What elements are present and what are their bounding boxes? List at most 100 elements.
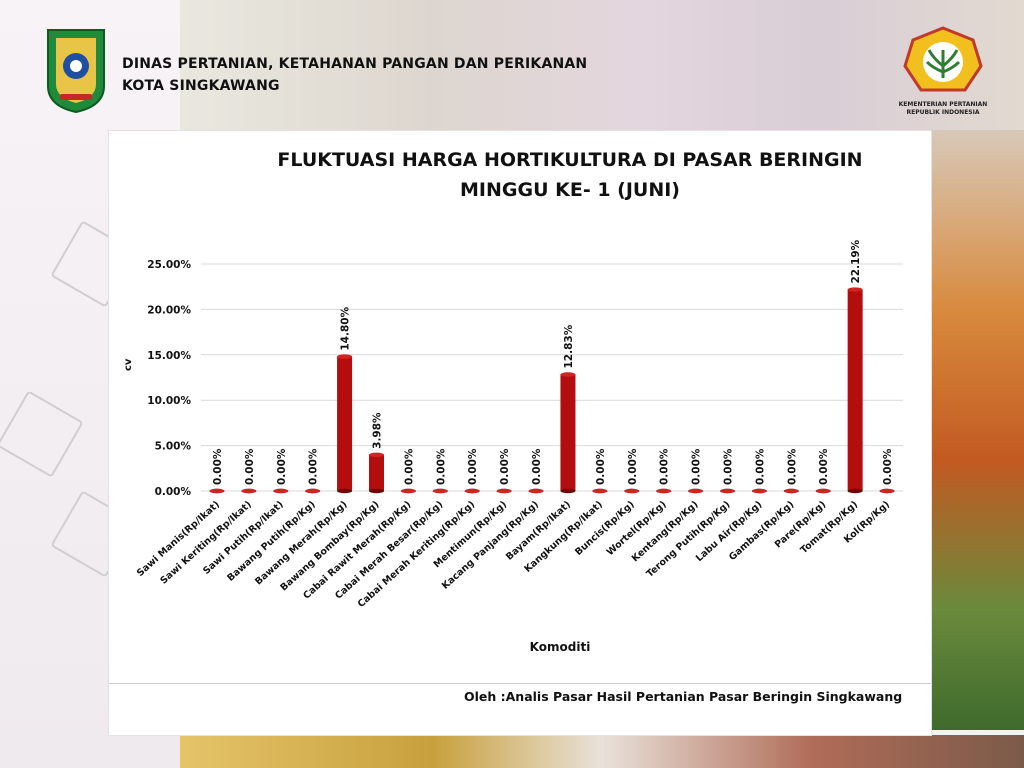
bar xyxy=(783,488,799,494)
bar-top xyxy=(209,488,225,494)
background-vegetable-photo-bottom xyxy=(180,735,1024,768)
bar-top xyxy=(400,488,416,494)
chart-card: FLUKTUASI HARGA HORTIKULTURA DI PASAR BE… xyxy=(108,130,932,736)
data-label: 0.00% xyxy=(308,448,320,485)
bar xyxy=(464,488,480,494)
data-label: 0.00% xyxy=(467,448,479,485)
data-label: 0.00% xyxy=(435,448,447,485)
y-tick-label: 20.00% xyxy=(147,304,191,316)
bar-top xyxy=(305,488,321,494)
chart-title-line1: FLUKTUASI HARGA HORTIKULTURA DI PASAR BE… xyxy=(277,149,863,171)
bar-top xyxy=(720,488,735,494)
ministry-of-agriculture-logo xyxy=(903,26,983,92)
data-label: 0.00% xyxy=(659,448,671,485)
data-label: 0.00% xyxy=(212,448,224,485)
data-label: 0.00% xyxy=(276,448,288,485)
data-label: 0.00% xyxy=(627,448,639,485)
bar xyxy=(560,372,576,494)
bar-top xyxy=(496,488,512,494)
ministry-name-line1: KEMENTERIAN PERTANIAN xyxy=(898,101,988,108)
data-label: 0.00% xyxy=(403,448,415,485)
bar xyxy=(496,488,512,494)
data-label: 0.00% xyxy=(786,448,798,485)
bar-top xyxy=(688,488,704,494)
data-label: 0.00% xyxy=(818,448,830,485)
bar xyxy=(688,488,704,494)
bar xyxy=(879,488,895,494)
bar xyxy=(592,488,608,494)
x-tick-label: Tomat(Rp/Kg) xyxy=(799,499,861,556)
data-label: 0.00% xyxy=(531,448,543,485)
bar-top xyxy=(560,372,576,377)
bar xyxy=(369,452,384,494)
y-tick-label: 5.00% xyxy=(155,441,192,453)
ministry-name: KEMENTERIAN PERTANIAN REPUBLIK INDONESIA xyxy=(880,101,1006,117)
data-label: 12.83% xyxy=(563,324,575,368)
bar-top xyxy=(528,488,544,494)
bar xyxy=(624,488,640,494)
bar xyxy=(337,354,353,494)
bar xyxy=(847,287,863,494)
data-label: 22.19% xyxy=(850,239,862,283)
bar xyxy=(528,488,544,494)
bar xyxy=(720,488,735,494)
data-label: 3.98% xyxy=(372,412,384,449)
y-tick-label: 0.00% xyxy=(155,486,192,498)
data-label: 0.00% xyxy=(882,448,894,485)
y-tick-label: 25.00% xyxy=(147,259,191,271)
bar-top xyxy=(656,488,672,494)
bar xyxy=(815,488,831,494)
ministry-name-line2: REPUBLIK INDONESIA xyxy=(906,109,980,116)
bar-base xyxy=(369,488,384,494)
bar-chart-plot: 0.00%5.00%10.00%15.00%20.00%25.00%0.00%S… xyxy=(135,239,903,610)
bar xyxy=(305,488,321,494)
bar-top xyxy=(592,488,608,494)
bar-top xyxy=(847,287,863,292)
bar-body xyxy=(560,374,576,491)
data-label: 0.00% xyxy=(595,448,607,485)
data-label: 0.00% xyxy=(754,448,766,485)
bar-body xyxy=(847,289,863,491)
bar xyxy=(241,488,257,494)
bar-top xyxy=(337,354,353,359)
organization-name-line2: KOTA SINGKAWANG xyxy=(122,78,280,94)
bar-top xyxy=(464,488,480,494)
bar-base xyxy=(337,488,353,494)
bar-top xyxy=(369,452,384,458)
organization-name-line1: DINAS PERTANIAN, KETAHANAN PANGAN DAN PE… xyxy=(122,56,588,72)
organization-name: DINAS PERTANIAN, KETAHANAN PANGAN DAN PE… xyxy=(122,53,587,97)
data-label: 0.00% xyxy=(723,448,735,485)
bar xyxy=(400,488,416,494)
data-label: 0.00% xyxy=(691,448,703,485)
x-tick-label: Cabai Merah Keriting(Rp/Kg) xyxy=(356,499,478,610)
data-label: 0.00% xyxy=(499,448,511,485)
bar-top xyxy=(432,488,448,494)
bar-top xyxy=(273,488,289,494)
x-axis-label: Komoditi xyxy=(529,640,591,654)
data-label: 0.00% xyxy=(244,448,256,485)
bar-top xyxy=(783,488,799,494)
bar xyxy=(209,488,225,494)
bar-top xyxy=(879,488,895,494)
bar-top xyxy=(624,488,640,494)
bar xyxy=(656,488,672,494)
bar xyxy=(751,488,767,494)
background-vegetable-photo-top xyxy=(180,0,1024,130)
bar xyxy=(273,488,289,494)
y-tick-label: 10.00% xyxy=(147,395,191,407)
footer-divider xyxy=(109,683,931,684)
chart-title-line2: MINGGU KE- 1 (JUNI) xyxy=(460,179,680,201)
bar xyxy=(432,488,448,494)
bar-base xyxy=(847,488,863,494)
source-credit: Oleh :Analis Pasar Hasil Pertanian Pasar… xyxy=(464,689,903,704)
singkawang-city-emblem-logo xyxy=(47,29,105,114)
bar-body xyxy=(337,356,353,491)
bar-base xyxy=(560,488,576,494)
bar-top xyxy=(815,488,831,494)
y-tick-label: 15.00% xyxy=(147,350,191,362)
bar-top xyxy=(751,488,767,494)
data-label: 14.80% xyxy=(340,306,352,350)
bar-top xyxy=(241,488,257,494)
bar-body xyxy=(369,454,384,491)
background-vegetable-photo-right xyxy=(929,130,1024,730)
